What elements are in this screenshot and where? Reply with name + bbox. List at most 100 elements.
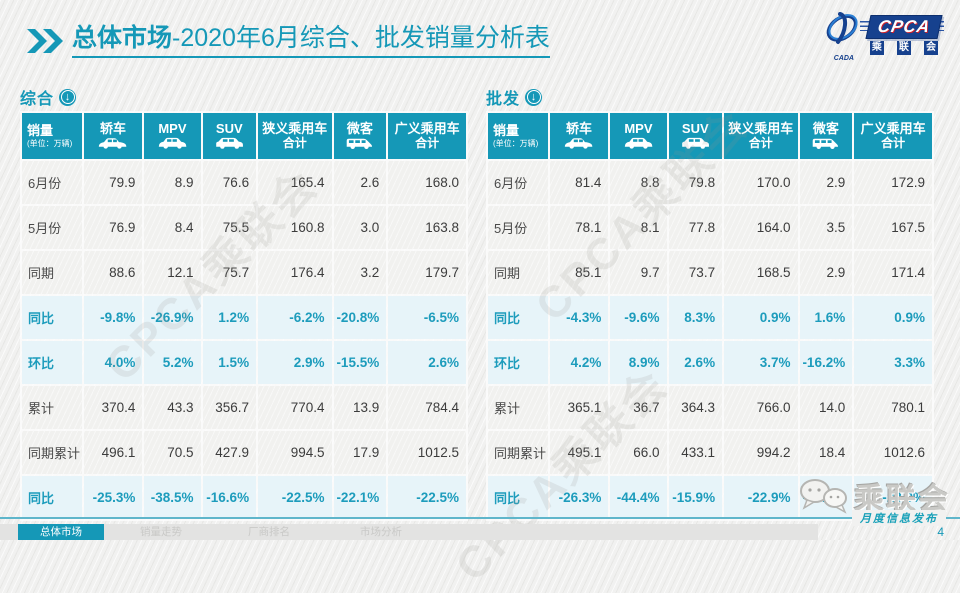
table-cell: -26.9% — [144, 296, 201, 339]
table-cell: 364.3 — [668, 386, 723, 429]
table-cell: 78.1 — [549, 206, 609, 249]
column-header: 轿车 — [83, 113, 143, 159]
down-arrow-circle-icon: ↓ — [525, 88, 543, 106]
table-cell: 8.9 — [144, 161, 201, 204]
row-label: 同期累计 — [22, 431, 82, 474]
table-cell: 3.3% — [854, 341, 932, 384]
column-header: 广义乘用车 合计 — [388, 113, 466, 159]
table-cell: 1.2% — [202, 296, 257, 339]
tab-sales-trend[interactable]: 销量走势 — [140, 526, 182, 538]
table-cell: 170.0 — [724, 161, 798, 204]
table-cell: -9.6% — [610, 296, 667, 339]
table-cell: -4.3% — [549, 296, 609, 339]
table-cell: -6.2% — [258, 296, 332, 339]
table-cell: -22.9% — [724, 476, 798, 519]
table-cell: -20.8% — [333, 296, 387, 339]
table-cell: 994.5 — [258, 431, 332, 474]
table-cell: 81.4 — [549, 161, 609, 204]
cpca-wordmark: CPCA 乘 联 会 — [859, 15, 944, 55]
table-row: 累计 370.4 43.3 356.7 770.4 13.9 784.4 — [22, 386, 466, 429]
row-label: 累计 — [22, 386, 82, 429]
table-cell: 784.4 — [388, 386, 466, 429]
page-number: 4 — [937, 525, 944, 539]
table-cell: 2.6% — [388, 341, 466, 384]
table-row: 同期累计 496.1 70.5 427.9 994.5 17.9 1012.5 — [22, 431, 466, 474]
mpv-icon — [610, 137, 666, 150]
table-row: 同比 -4.3% -9.6% 8.3% 0.9% 1.6% 0.9% — [488, 296, 932, 339]
column-header: SUV — [668, 113, 723, 159]
table-row: 累计 365.1 36.7 364.3 766.0 14.0 780.1 — [488, 386, 932, 429]
column-header: MPV — [610, 113, 667, 159]
panel-overall-title: 综合 — [20, 91, 55, 108]
table-cell: 0.9% — [854, 296, 932, 339]
column-header: SUV — [202, 113, 257, 159]
table-cell: 4.2% — [549, 341, 609, 384]
table-cell: 427.9 — [202, 431, 257, 474]
table-cell: 76.9 — [83, 206, 143, 249]
table-cell: 172.9 — [854, 161, 932, 204]
table-cell: 496.1 — [83, 431, 143, 474]
row-label: 同期 — [488, 251, 548, 294]
table-row: 6月份 81.4 8.8 79.8 170.0 2.9 172.9 — [488, 161, 932, 204]
column-header: 微客 — [333, 113, 387, 159]
cn-char: 联 — [896, 41, 911, 55]
table-cell: 13.9 — [333, 386, 387, 429]
table-cell: 1012.5 — [388, 431, 466, 474]
table-cell: 43.3 — [144, 386, 201, 429]
column-header: 广义乘用车 合计 — [854, 113, 932, 159]
table-cell: -15.5% — [333, 341, 387, 384]
table-cell: -44.4% — [610, 476, 667, 519]
table-cell: 75.5 — [202, 206, 257, 249]
header-row: 销量 (单位：万辆) 轿车 MPV SUV 狭义乘用车 合计 微客 广义乘用车 合计 — [488, 113, 932, 159]
page-title-highlight: 总体市场 — [72, 24, 173, 52]
row-label: 6月份 — [488, 161, 548, 204]
down-arrow-circle-icon: ↓ — [59, 88, 77, 106]
table-cell: 179.7 — [388, 251, 466, 294]
tab-overall-market[interactable]: 总体市场 — [18, 524, 104, 540]
overall-sales-table: 销量 (单位：万辆) 轿车 MPV SUV 狭义乘用车 合计 微客 广义乘用车 合计 6月份 79.… — [20, 111, 468, 521]
table-cell: 5.2% — [144, 341, 201, 384]
table-row: 环比 4.2% 8.9% 2.6% 3.7% -16.2% 3.3% — [488, 341, 932, 384]
tab-market-analysis[interactable]: 市场分析 — [360, 526, 402, 538]
table-cell: -38.5% — [144, 476, 201, 519]
table-cell: 2.9 — [799, 251, 853, 294]
table-cell: 433.1 — [668, 431, 723, 474]
table-cell: 495.1 — [549, 431, 609, 474]
table-cell: 85.1 — [549, 251, 609, 294]
table-cell: 1.5% — [202, 341, 257, 384]
section-tab-bar: 总体市场 销量走势 厂商排名 市场分析 — [0, 524, 818, 540]
table-cell: 8.4 — [144, 206, 201, 249]
table-cell: 8.1 — [610, 206, 667, 249]
tab-oem-ranking[interactable]: 厂商排名 — [248, 526, 290, 538]
table-cell: 1.6% — [799, 296, 853, 339]
table-cell: 9.7 — [610, 251, 667, 294]
table-cell: 36.7 — [610, 386, 667, 429]
table-cell: -26.3% — [549, 476, 609, 519]
table-row: 同期累计 495.1 66.0 433.1 994.2 18.4 1012.6 — [488, 431, 932, 474]
row-label: 同期 — [22, 251, 82, 294]
sedan-icon — [550, 137, 609, 150]
row-label: 5月份 — [488, 206, 548, 249]
table-cell: 2.6 — [333, 161, 387, 204]
table-cell: 168.0 — [388, 161, 466, 204]
cpca-label: CPCA — [875, 17, 933, 36]
table-cell: 356.7 — [202, 386, 257, 429]
cada-label: CADA — [833, 55, 854, 62]
cpca-chinese-label: 乘 联 会 — [868, 41, 940, 55]
monthly-release-ribbon: 月度信息发布 — [852, 510, 946, 526]
row-label: 环比 — [488, 341, 548, 384]
panel-overall: 综合 ↓ 销量 (单位：万辆) 轿车 MPV SUV 狭义乘用车 合计 微客 广义乘用车 合计 6… — [20, 86, 468, 521]
table-row: 5月份 78.1 8.1 77.8 164.0 3.5 167.5 — [488, 206, 932, 249]
table-cell: 8.9% — [610, 341, 667, 384]
row-label: 累计 — [488, 386, 548, 429]
table-cell: -25.3% — [83, 476, 143, 519]
table-cell: -22.5% — [258, 476, 332, 519]
table-cell: 73.7 — [668, 251, 723, 294]
table-cell: 3.5 — [799, 206, 853, 249]
row-label: 环比 — [22, 341, 82, 384]
panel-overall-header: 综合 ↓ — [20, 86, 468, 108]
table-cell: 3.2 — [333, 251, 387, 294]
header-row: 销量 (单位：万辆) 轿车 MPV SUV 狭义乘用车 合计 微客 广义乘用车 合计 — [22, 113, 466, 159]
table-cell: 17.9 — [333, 431, 387, 474]
table-cell: 75.7 — [202, 251, 257, 294]
